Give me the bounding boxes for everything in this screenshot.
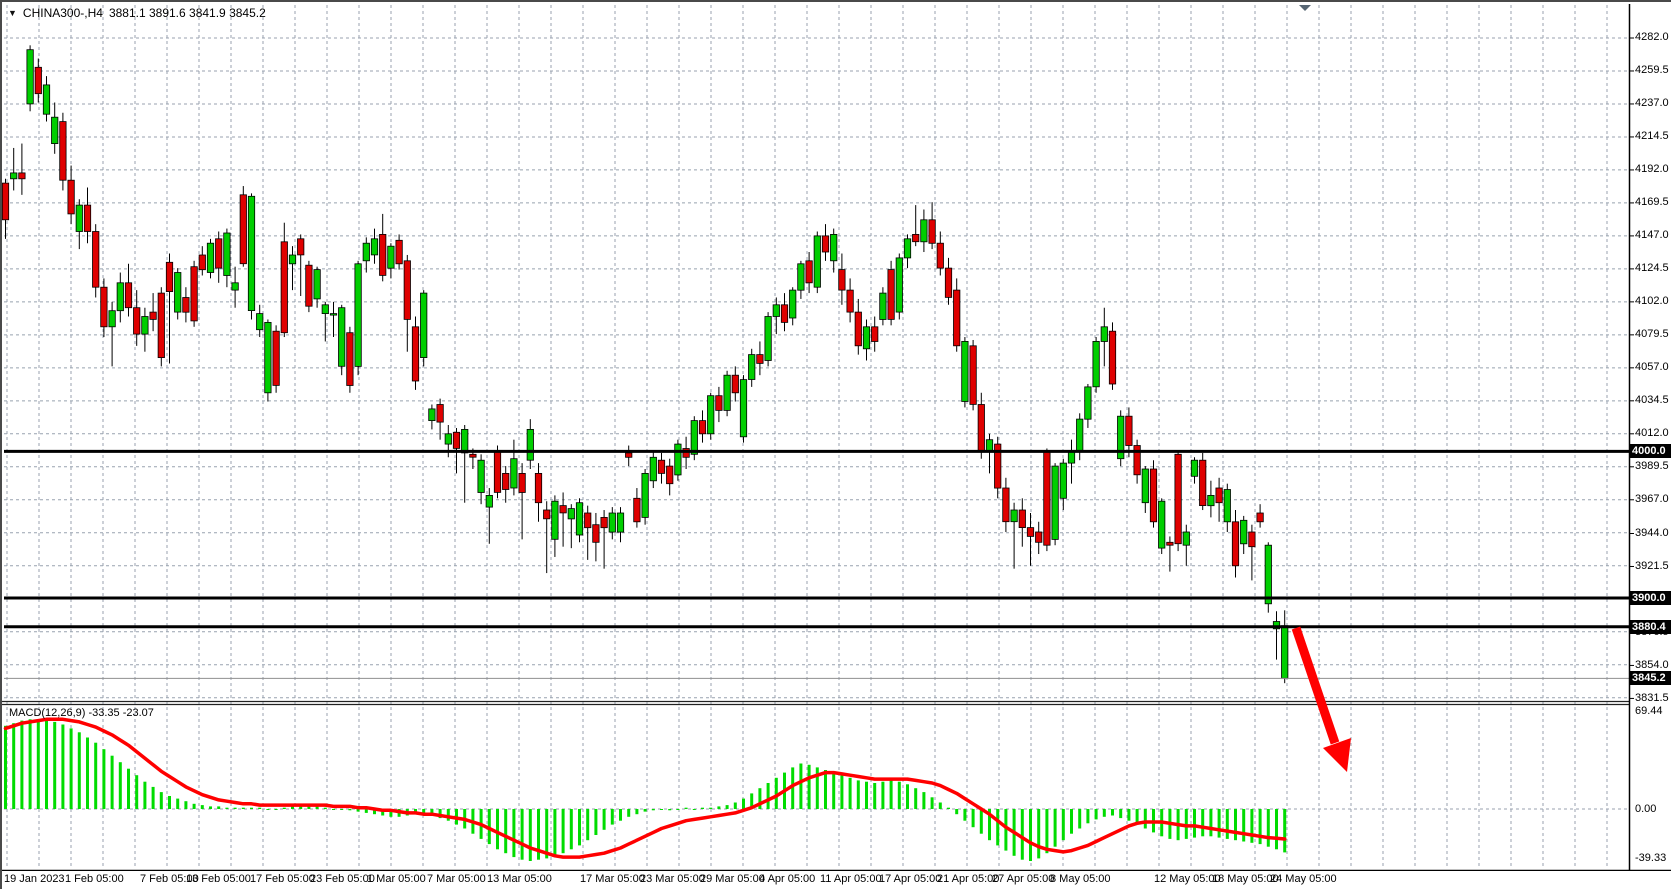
- time-tick-label: 24 May 05:00: [1270, 873, 1337, 885]
- symbol-period-label: CHINA300-,H4: [22, 6, 103, 20]
- time-tick-label: 11 Apr 05:00: [820, 873, 882, 885]
- macd-histogram: [4, 719, 1287, 861]
- level-lines[interactable]: [4, 449, 1629, 629]
- time-tick-label: 1 Mar 05:00: [367, 873, 426, 885]
- symbol-dropdown-icon[interactable]: ▼: [8, 8, 17, 18]
- time-tick-label: 17 Mar 05:00: [580, 873, 645, 885]
- price-tick-label: 4102.0: [1635, 295, 1669, 308]
- macd-scale-zero-label: 0.00: [1635, 802, 1657, 815]
- price-tick-label: 3944.0: [1635, 526, 1669, 539]
- macd-scale-max-label: 69.44: [1635, 705, 1663, 717]
- time-tick-label: 12 May 05:00: [1154, 873, 1221, 885]
- price-tick-label: 3989.5: [1635, 460, 1669, 473]
- candles: [2, 45, 1289, 684]
- time-tick-label: 8 May 05:00: [1050, 873, 1111, 885]
- price-tick-label: 4214.5: [1635, 130, 1669, 143]
- price-tick-label: 4012.0: [1635, 427, 1669, 440]
- time-tick-label: 17 Apr 05:00: [879, 873, 942, 885]
- time-tick-label: 23 Mar 05:00: [640, 873, 705, 885]
- price-tick-label: 4192.0: [1635, 163, 1669, 176]
- time-tick-label: 4 Apr 05:00: [759, 873, 816, 885]
- time-tick-label: 7 Mar 05:00: [427, 873, 486, 885]
- price-badge-3900.0: 3900.0: [1630, 591, 1671, 605]
- price-badge-3845.2: 3845.2: [1630, 671, 1671, 686]
- macd-signal-line: [3, 717, 1287, 859]
- time-tick-label: 23 Feb 05:00: [310, 873, 375, 885]
- price-tick-label: 4282.0: [1635, 31, 1669, 44]
- time-tick-label: 1 Feb 05:00: [65, 873, 124, 885]
- grid-lines: [4, 5, 1629, 868]
- price-tick-label: 4079.5: [1635, 328, 1669, 341]
- price-tick-label: 3921.5: [1635, 559, 1669, 572]
- macd-indicator-label: MACD(12,26,9) -33.35 -23.07: [9, 707, 154, 719]
- price-tick-label: 4124.5: [1635, 262, 1669, 275]
- macd-scale-min-label: -39.33: [1635, 852, 1667, 865]
- price-tick-label: 3854.0: [1635, 658, 1669, 671]
- price-tick-label: 4057.0: [1635, 361, 1669, 374]
- price-tick-label: 4034.5: [1635, 394, 1669, 407]
- time-tick-label: 7 Feb 05:00: [140, 873, 199, 885]
- time-tick-label: 17 Feb 05:00: [250, 873, 315, 885]
- price-tick-label: 4169.5: [1635, 196, 1669, 209]
- time-tick-label: 18 May 05:00: [1212, 873, 1279, 885]
- time-tick-label: 29 Mar 05:00: [700, 873, 765, 885]
- time-axis[interactable]: [2, 871, 1671, 889]
- axis-tick-marks: [4, 37, 1634, 874]
- price-badge-4000.0: 4000.0: [1630, 444, 1671, 459]
- time-tick-label: 21 Apr 05:00: [937, 873, 1000, 885]
- trend-arrow-annotation[interactable]: [1291, 626, 1351, 772]
- time-tick-label: 13 Feb 05:00: [186, 873, 251, 885]
- chart-title: ▼ CHINA300-,H4 3881.1 3891.6 3841.9 3845…: [8, 6, 266, 20]
- time-tick-label: 27 Apr 05:00: [992, 873, 1055, 885]
- pane-borders: [2, 4, 1671, 872]
- price-tick-label: 4147.0: [1635, 229, 1669, 242]
- price-tick-label: 3831.5: [1635, 691, 1669, 704]
- ohlc-values-label: 3881.1 3891.6 3841.9 3845.2: [108, 6, 266, 20]
- price-tick-label: 4237.0: [1635, 97, 1669, 110]
- time-tick-label: 19 Jan 2023: [4, 873, 65, 885]
- time-tick-label: 13 Mar 05:00: [487, 873, 552, 885]
- chart-shift-marker-icon[interactable]: [1299, 5, 1311, 11]
- price-tick-label: 4259.5: [1635, 64, 1669, 77]
- price-tick-label: 3967.0: [1635, 493, 1669, 506]
- price-badge-3880.4: 3880.4: [1630, 619, 1671, 634]
